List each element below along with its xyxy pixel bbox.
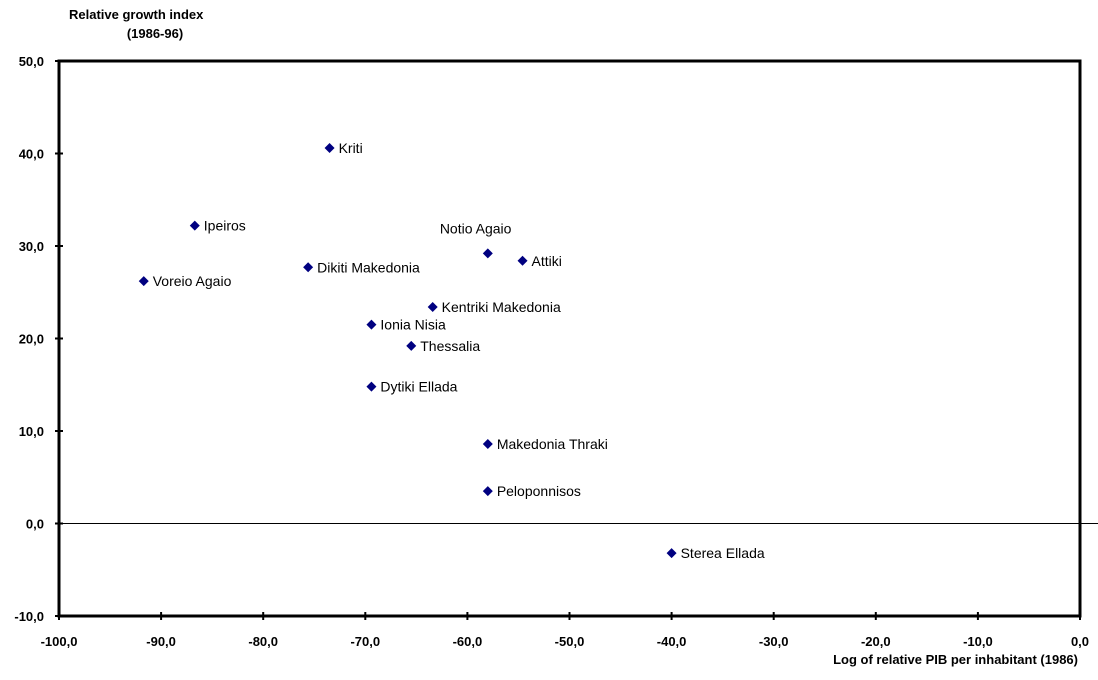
data-point-label: Notio Agaio (440, 220, 512, 236)
data-point-label: Dikiti Makedonia (317, 259, 420, 275)
y-tick-label: 0,0 (26, 517, 44, 532)
x-axis: -100,0 -90,0 -80,0 -70,0 -60,0 -50,0 -40,0 -30,… (41, 612, 1089, 649)
y-tick-label: 20,0 (19, 332, 44, 347)
data-point-label: Voreio Agaio (153, 273, 232, 289)
plot-frame (57, 59, 1082, 618)
data-point-label: Kentriki Makedonia (442, 299, 561, 315)
x-tick-label: -50,0 (555, 634, 585, 649)
y-tick-label: 30,0 (19, 239, 44, 254)
x-tick-label: -80,0 (248, 634, 278, 649)
x-tick-label: -100,0 (41, 634, 78, 649)
data-point-label: Dytiki Ellada (380, 379, 457, 395)
x-tick-label: -40,0 (657, 634, 687, 649)
data-point-label: Makedonia Thraki (497, 436, 608, 452)
data-points: Kriti Ipeiros Voreio Agaio Dikiti Makedonia… (138, 140, 765, 561)
y-tick-label: -10,0 (14, 609, 44, 624)
data-point-marker (303, 262, 314, 273)
data-point-marker (406, 340, 417, 351)
data-point-marker (666, 548, 677, 559)
data-point-label: Kriti (339, 140, 363, 156)
data-point-marker (366, 381, 377, 392)
data-point-label: Attiki (532, 253, 562, 269)
data-point-marker (366, 319, 377, 330)
data-point-marker (427, 302, 438, 313)
x-tick-label: -20,0 (861, 634, 891, 649)
x-tick-label: -90,0 (146, 634, 176, 649)
y-tick-label: 40,0 (19, 147, 44, 162)
y-axis-title-line1: Relative growth index (69, 7, 204, 22)
data-point-label: Sterea Ellada (681, 545, 765, 561)
data-point-marker (482, 438, 493, 449)
y-axis-title-line2: (1986-96) (127, 26, 183, 41)
data-point-label: Ipeiros (204, 218, 246, 234)
data-point-marker (138, 276, 149, 287)
data-point-marker (189, 220, 200, 231)
data-point-label: Ionia Nisia (380, 317, 446, 333)
y-tick-label: 50,0 (19, 54, 44, 69)
x-tick-label: -10,0 (963, 634, 993, 649)
x-tick-label: 0,0 (1071, 634, 1089, 649)
data-point-label: Thessalia (420, 338, 480, 354)
x-tick-label: -30,0 (759, 634, 789, 649)
data-point-marker (482, 248, 493, 259)
y-tick-label: 10,0 (19, 424, 44, 439)
data-point-marker (517, 255, 528, 266)
y-axis: -10,0 0,0 10,0 20,0 30,0 40,0 50,0 (14, 54, 63, 624)
data-point-marker (324, 142, 335, 153)
x-tick-label: -60,0 (453, 634, 483, 649)
x-tick-label: -70,0 (350, 634, 380, 649)
data-point-marker (482, 486, 493, 497)
x-axis-title: Log of relative PIB per inhabitant (1986… (833, 652, 1078, 667)
data-point-label: Peloponnisos (497, 483, 581, 499)
